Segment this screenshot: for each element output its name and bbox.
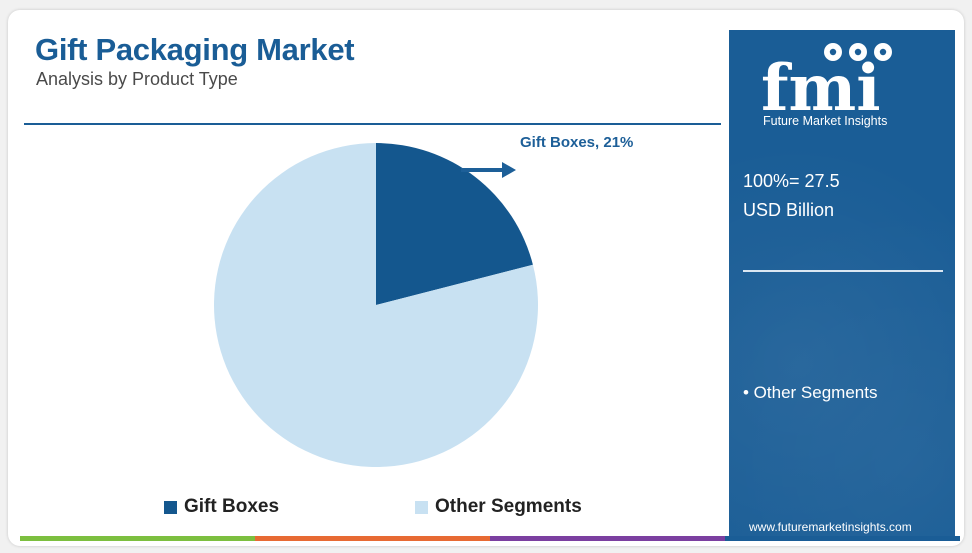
legend-item-gift-boxes: Gift Boxes <box>164 496 279 518</box>
chart-card: Gift Packaging Market Analysis by Produc… <box>8 10 964 546</box>
callout-arrow <box>461 162 516 178</box>
pie-slice-other-segments <box>214 143 539 467</box>
sidebar-segment-bullet: • Other Segments <box>743 383 878 402</box>
sidebar-divider <box>743 270 943 272</box>
chart-title: Gift Packaging Market <box>35 32 355 67</box>
logo-lettering: fmi <box>761 51 881 118</box>
pie-slice-gift-boxes <box>376 143 533 305</box>
total-unit: USD Billion <box>743 200 835 220</box>
header-divider <box>24 123 721 125</box>
website-url: www.futuremarketinsights.com <box>749 520 912 534</box>
legend-swatch-other-segments <box>415 500 428 514</box>
legend-label-other-segments: Other Segments <box>435 496 582 517</box>
brand-name: Future Market Insights <box>763 114 888 128</box>
gift-boxes-callout: Gift Boxes, 21% <box>520 134 634 151</box>
info-sidebar: fmi Future Market Insights 100%= 27.5 US… <box>729 30 955 541</box>
legend-item-other-segments: Other Segments <box>415 496 582 518</box>
legend-swatch-gift-boxes <box>164 500 177 514</box>
bottom-accent-bar <box>20 536 960 541</box>
chart-subtitle: Analysis by Product Type <box>36 69 238 89</box>
accent-purple <box>490 536 725 541</box>
total-value: 100%= 27.5 <box>743 171 840 191</box>
accent-orange <box>255 536 490 541</box>
legend-label-gift-boxes: Gift Boxes <box>184 496 280 517</box>
fmi-logo: fmi <box>761 43 892 118</box>
pie-chart <box>214 143 539 467</box>
accent-green <box>20 536 255 541</box>
accent-blue <box>725 536 960 541</box>
